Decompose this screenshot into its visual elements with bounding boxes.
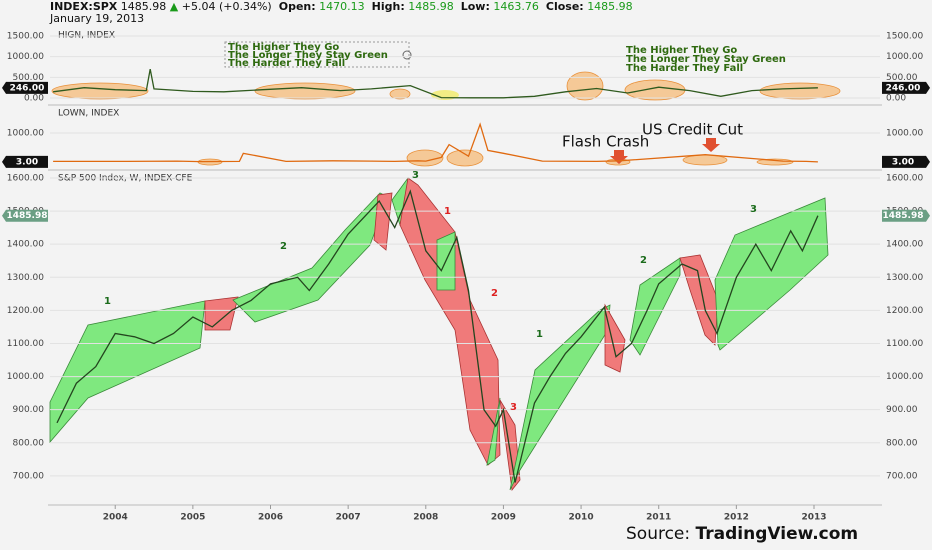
close-label: Close: [545, 0, 584, 13]
low: 1463.76 [493, 0, 539, 13]
y-tick-label: 900.00 [13, 405, 45, 415]
y-tick-label: 1300.00 [7, 273, 44, 283]
y-tick-label: 500.00 [886, 73, 918, 83]
panel-title: LOWN, INDEX [58, 109, 119, 119]
y-tick-label: 500.00 [13, 73, 45, 83]
price: 1485.98 [120, 0, 167, 13]
y-tick-label: 1100.00 [886, 339, 923, 349]
series-line [53, 68, 818, 99]
y-tick-label: 1300.00 [886, 273, 923, 283]
y-tick-label: 1600.00 [886, 173, 923, 183]
y-tick-label: 1200.00 [7, 306, 44, 316]
price-marker [2, 81, 48, 94]
x-tick-label: 2009 [491, 513, 516, 523]
wave-label: 1 [444, 206, 451, 217]
wave-label: 3 [750, 204, 757, 215]
y-tick-label: 700.00 [13, 471, 45, 481]
y-tick-label: 1000.00 [886, 128, 923, 138]
wave-label: 1 [536, 329, 543, 340]
source-prefix: Source: [626, 524, 696, 544]
y-tick-label: 1600.00 [7, 173, 44, 183]
x-tick-label: 2013 [801, 513, 826, 523]
x-tick-label: 2006 [258, 513, 283, 523]
y-tick-label: 800.00 [886, 438, 918, 448]
annotation: US Credit Cut [642, 121, 743, 139]
y-tick-label: 1000.00 [886, 372, 923, 382]
price-label: 3.00 [892, 157, 914, 167]
y-tick-label: 0.00 [886, 93, 906, 103]
price-label: 246.00 [10, 83, 45, 93]
note-handle [402, 50, 412, 60]
y-tick-label: 1000.00 [7, 128, 44, 138]
y-tick-label: 1000.00 [886, 52, 923, 62]
price-marker [882, 209, 930, 222]
x-tick-label: 2008 [413, 513, 438, 523]
x-tick-label: 2004 [103, 513, 128, 523]
note-box [224, 41, 410, 68]
symbol: INDEX:SPX [50, 0, 118, 13]
price-label: 246.00 [886, 83, 921, 93]
y-tick-label: 1100.00 [7, 339, 44, 349]
x-tick-label: 2010 [569, 513, 594, 523]
y-tick-label: 1500.00 [7, 31, 44, 41]
note: The Harder They Fall [228, 58, 345, 69]
open-label: Open: [278, 0, 316, 13]
price-label: 1485.98 [883, 211, 924, 221]
up-arrow: ▲ [169, 0, 179, 13]
y-tick-label: 1400.00 [886, 240, 923, 250]
low-label: Low: [460, 0, 490, 13]
x-tick-label: 2007 [336, 513, 361, 523]
arrow [702, 138, 720, 152]
price-label: 3.00 [16, 157, 38, 167]
x-tick-label: 2011 [646, 513, 671, 523]
price-marker [882, 81, 930, 94]
y-tick-label: 1500.00 [886, 31, 923, 41]
arrow [610, 150, 628, 164]
high: 1485.98 [408, 0, 454, 13]
highlights [51, 71, 841, 167]
y-tick-label: 1000.00 [7, 372, 44, 382]
y-tick-label: 900.00 [886, 405, 918, 415]
y-tick-label: 1000.00 [7, 52, 44, 62]
note: The Longer They Stay Green [626, 54, 786, 65]
wave-label: 3 [412, 170, 419, 181]
x-tick-label: 2005 [180, 513, 205, 523]
note: The Harder They Fall [626, 63, 743, 74]
y-tick-label: 1200.00 [886, 306, 923, 316]
source: TradingView.com [696, 524, 859, 544]
y-tick-label: 700.00 [886, 471, 918, 481]
source-label: Source: TradingView.com [626, 524, 858, 544]
wave-label: 2 [280, 241, 287, 252]
wave-label: 1 [104, 296, 111, 307]
price-marker [2, 155, 48, 168]
note: The Longer They Stay Green [228, 50, 388, 61]
note: The Higher They Go [626, 45, 737, 56]
series-line [53, 122, 818, 163]
wave-label: 2 [491, 288, 498, 299]
note: The Higher They Go [228, 42, 339, 53]
price-label: 1485.98 [7, 211, 48, 221]
wave-label: 3 [510, 402, 517, 413]
high-label: High: [371, 0, 405, 13]
annotation: Flash Crash [562, 133, 649, 151]
price-marker [2, 209, 48, 222]
close: 1485.98 [587, 0, 633, 13]
series-line [56, 189, 819, 483]
open: 1470.13 [319, 0, 365, 13]
x-tick-label: 2012 [724, 513, 749, 523]
price-marker [882, 155, 930, 168]
change: +5.04 (+0.34%) [181, 0, 272, 13]
date: January 19, 2013 [50, 12, 145, 25]
header: INDEX:SPX 1485.98 ▲ +5.04 (+0.34%) Open:… [50, 1, 633, 25]
y-tick-label: 800.00 [13, 438, 45, 448]
y-tick-label: 1400.00 [7, 240, 44, 250]
y-tick-label: 0.00 [24, 93, 44, 103]
wave-label: 2 [640, 255, 647, 266]
panel-title: S&P 500 Index, W, INDEX-CFE [58, 174, 193, 184]
